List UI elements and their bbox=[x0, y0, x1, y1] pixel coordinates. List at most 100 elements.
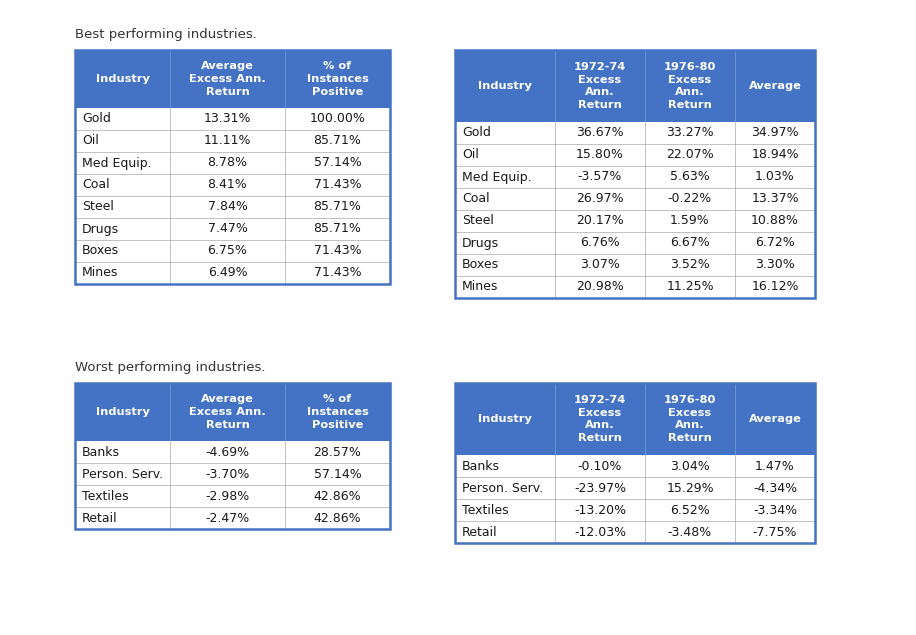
Text: -0.10%: -0.10% bbox=[578, 460, 622, 472]
Text: -2.47%: -2.47% bbox=[205, 512, 250, 525]
Text: Mines: Mines bbox=[462, 281, 498, 293]
Text: 3.07%: 3.07% bbox=[580, 258, 620, 272]
Text: 1.03%: 1.03% bbox=[755, 171, 795, 184]
Bar bbox=[75, 383, 390, 529]
Text: 6.72%: 6.72% bbox=[755, 236, 795, 250]
Text: Banks: Banks bbox=[82, 446, 120, 458]
Text: -3.70%: -3.70% bbox=[205, 467, 250, 481]
Text: -3.34%: -3.34% bbox=[753, 504, 797, 516]
Text: Industry: Industry bbox=[478, 414, 532, 424]
Text: Drugs: Drugs bbox=[82, 222, 119, 236]
Text: 6.52%: 6.52% bbox=[671, 504, 710, 516]
Bar bbox=[455, 122, 815, 298]
Text: -4.34%: -4.34% bbox=[753, 481, 797, 495]
Text: Best performing industries.: Best performing industries. bbox=[75, 28, 256, 41]
Text: -7.75%: -7.75% bbox=[753, 526, 797, 538]
Text: 1972-74
Excess
Ann.
Return: 1972-74 Excess Ann. Return bbox=[574, 62, 627, 110]
Text: Coal: Coal bbox=[82, 178, 110, 192]
Text: % of
Instances
Positive: % of Instances Positive bbox=[307, 394, 368, 430]
Text: 13.37%: 13.37% bbox=[751, 192, 799, 206]
Text: -0.22%: -0.22% bbox=[668, 192, 712, 206]
Text: Person. Serv.: Person. Serv. bbox=[462, 481, 543, 495]
Text: Worst performing industries.: Worst performing industries. bbox=[75, 361, 266, 374]
Text: 7.84%: 7.84% bbox=[208, 201, 247, 213]
Text: 85.71%: 85.71% bbox=[313, 222, 362, 236]
Text: 36.67%: 36.67% bbox=[576, 126, 624, 140]
Text: -13.20%: -13.20% bbox=[574, 504, 626, 516]
Text: Med Equip.: Med Equip. bbox=[82, 156, 152, 170]
Text: 85.71%: 85.71% bbox=[313, 201, 362, 213]
Text: 15.29%: 15.29% bbox=[666, 481, 714, 495]
Text: Banks: Banks bbox=[462, 460, 500, 472]
Text: Textiles: Textiles bbox=[462, 504, 508, 516]
Bar bbox=[75, 108, 390, 284]
Text: 42.86%: 42.86% bbox=[313, 490, 361, 502]
Text: 3.52%: 3.52% bbox=[671, 258, 710, 272]
Text: 8.78%: 8.78% bbox=[208, 156, 247, 170]
Text: 6.67%: 6.67% bbox=[671, 236, 710, 250]
Text: Mines: Mines bbox=[82, 267, 118, 279]
Text: 1976-80
Excess
Ann.
Return: 1976-80 Excess Ann. Return bbox=[664, 62, 716, 110]
Text: Average: Average bbox=[748, 81, 802, 91]
Text: 20.17%: 20.17% bbox=[576, 215, 624, 227]
Bar bbox=[75, 50, 390, 108]
Text: 20.98%: 20.98% bbox=[576, 281, 624, 293]
Text: 71.43%: 71.43% bbox=[313, 178, 361, 192]
Text: Average
Excess Ann.
Return: Average Excess Ann. Return bbox=[189, 61, 266, 97]
Text: 57.14%: 57.14% bbox=[313, 467, 362, 481]
Text: -23.97%: -23.97% bbox=[574, 481, 626, 495]
Text: Oil: Oil bbox=[82, 135, 99, 147]
Text: 1976-80
Excess
Ann.
Return: 1976-80 Excess Ann. Return bbox=[664, 395, 716, 443]
Text: Textiles: Textiles bbox=[82, 490, 128, 502]
Text: 22.07%: 22.07% bbox=[666, 149, 714, 161]
Text: 3.30%: 3.30% bbox=[755, 258, 795, 272]
Text: % of
Instances
Positive: % of Instances Positive bbox=[307, 61, 368, 97]
Text: 85.71%: 85.71% bbox=[313, 135, 362, 147]
Text: Steel: Steel bbox=[462, 215, 494, 227]
Bar bbox=[75, 50, 390, 284]
Bar bbox=[75, 441, 390, 529]
Text: -4.69%: -4.69% bbox=[205, 446, 249, 458]
Bar bbox=[455, 383, 815, 543]
Text: 3.04%: 3.04% bbox=[671, 460, 710, 472]
Text: Coal: Coal bbox=[462, 192, 490, 206]
Text: 71.43%: 71.43% bbox=[313, 244, 361, 258]
Text: 1.59%: 1.59% bbox=[671, 215, 710, 227]
Text: 16.12%: 16.12% bbox=[751, 281, 799, 293]
Text: 33.27%: 33.27% bbox=[666, 126, 714, 140]
Text: 100.00%: 100.00% bbox=[310, 112, 365, 126]
Text: -3.48%: -3.48% bbox=[668, 526, 712, 538]
Text: 1.47%: 1.47% bbox=[755, 460, 795, 472]
Text: 71.43%: 71.43% bbox=[313, 267, 361, 279]
Text: 18.94%: 18.94% bbox=[751, 149, 799, 161]
Text: 6.75%: 6.75% bbox=[208, 244, 247, 258]
Text: Retail: Retail bbox=[462, 526, 497, 538]
Text: Boxes: Boxes bbox=[82, 244, 119, 258]
Text: 13.31%: 13.31% bbox=[203, 112, 251, 126]
Text: Industry: Industry bbox=[95, 407, 149, 417]
Text: 1972-74
Excess
Ann.
Return: 1972-74 Excess Ann. Return bbox=[574, 395, 627, 443]
Text: 28.57%: 28.57% bbox=[313, 446, 362, 458]
Bar bbox=[455, 50, 815, 298]
Text: -12.03%: -12.03% bbox=[574, 526, 626, 538]
Text: Steel: Steel bbox=[82, 201, 114, 213]
Text: Gold: Gold bbox=[82, 112, 111, 126]
Bar bbox=[455, 50, 815, 122]
Text: 6.49%: 6.49% bbox=[208, 267, 247, 279]
Text: Person. Serv.: Person. Serv. bbox=[82, 467, 163, 481]
Text: -3.57%: -3.57% bbox=[578, 171, 622, 184]
Text: -2.98%: -2.98% bbox=[205, 490, 250, 502]
Text: 34.97%: 34.97% bbox=[751, 126, 799, 140]
Bar bbox=[455, 455, 815, 543]
Text: 26.97%: 26.97% bbox=[576, 192, 624, 206]
Text: 11.11%: 11.11% bbox=[203, 135, 251, 147]
Text: Boxes: Boxes bbox=[462, 258, 499, 272]
Text: Average: Average bbox=[748, 414, 802, 424]
Text: Industry: Industry bbox=[95, 74, 149, 84]
Text: 57.14%: 57.14% bbox=[313, 156, 362, 170]
Text: 15.80%: 15.80% bbox=[576, 149, 624, 161]
Text: 7.47%: 7.47% bbox=[208, 222, 247, 236]
Text: Industry: Industry bbox=[478, 81, 532, 91]
Text: 8.41%: 8.41% bbox=[208, 178, 247, 192]
Text: Oil: Oil bbox=[462, 149, 479, 161]
